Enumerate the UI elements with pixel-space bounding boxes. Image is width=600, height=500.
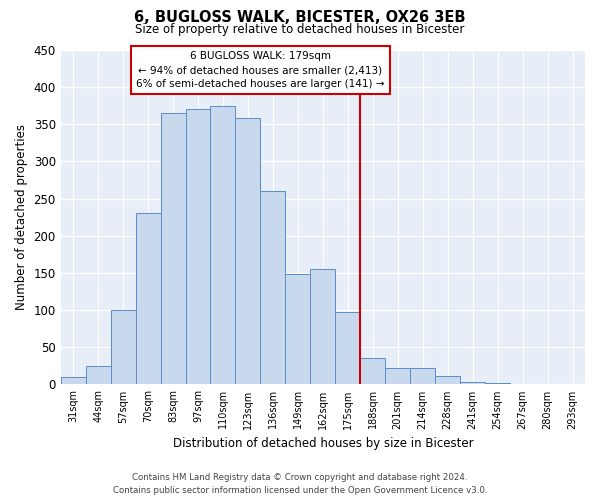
Bar <box>310 269 335 384</box>
Bar <box>410 368 435 384</box>
Bar <box>460 382 485 384</box>
Bar <box>185 110 211 384</box>
Text: Size of property relative to detached houses in Bicester: Size of property relative to detached ho… <box>136 22 464 36</box>
Bar <box>136 214 161 384</box>
X-axis label: Distribution of detached houses by size in Bicester: Distribution of detached houses by size … <box>173 437 473 450</box>
Bar <box>161 113 185 384</box>
Bar <box>235 118 260 384</box>
Bar <box>211 106 235 384</box>
Bar <box>335 312 360 384</box>
Bar <box>110 310 136 384</box>
Bar <box>61 377 86 384</box>
Bar <box>385 368 410 384</box>
Y-axis label: Number of detached properties: Number of detached properties <box>15 124 28 310</box>
Bar <box>485 383 510 384</box>
Bar <box>360 358 385 384</box>
Bar <box>286 274 310 384</box>
Text: Contains HM Land Registry data © Crown copyright and database right 2024.
Contai: Contains HM Land Registry data © Crown c… <box>113 474 487 495</box>
Bar <box>86 366 110 384</box>
Text: 6, BUGLOSS WALK, BICESTER, OX26 3EB: 6, BUGLOSS WALK, BICESTER, OX26 3EB <box>134 10 466 25</box>
Bar <box>435 376 460 384</box>
Text: 6 BUGLOSS WALK: 179sqm
← 94% of detached houses are smaller (2,413)
6% of semi-d: 6 BUGLOSS WALK: 179sqm ← 94% of detached… <box>136 51 385 89</box>
Bar <box>260 191 286 384</box>
